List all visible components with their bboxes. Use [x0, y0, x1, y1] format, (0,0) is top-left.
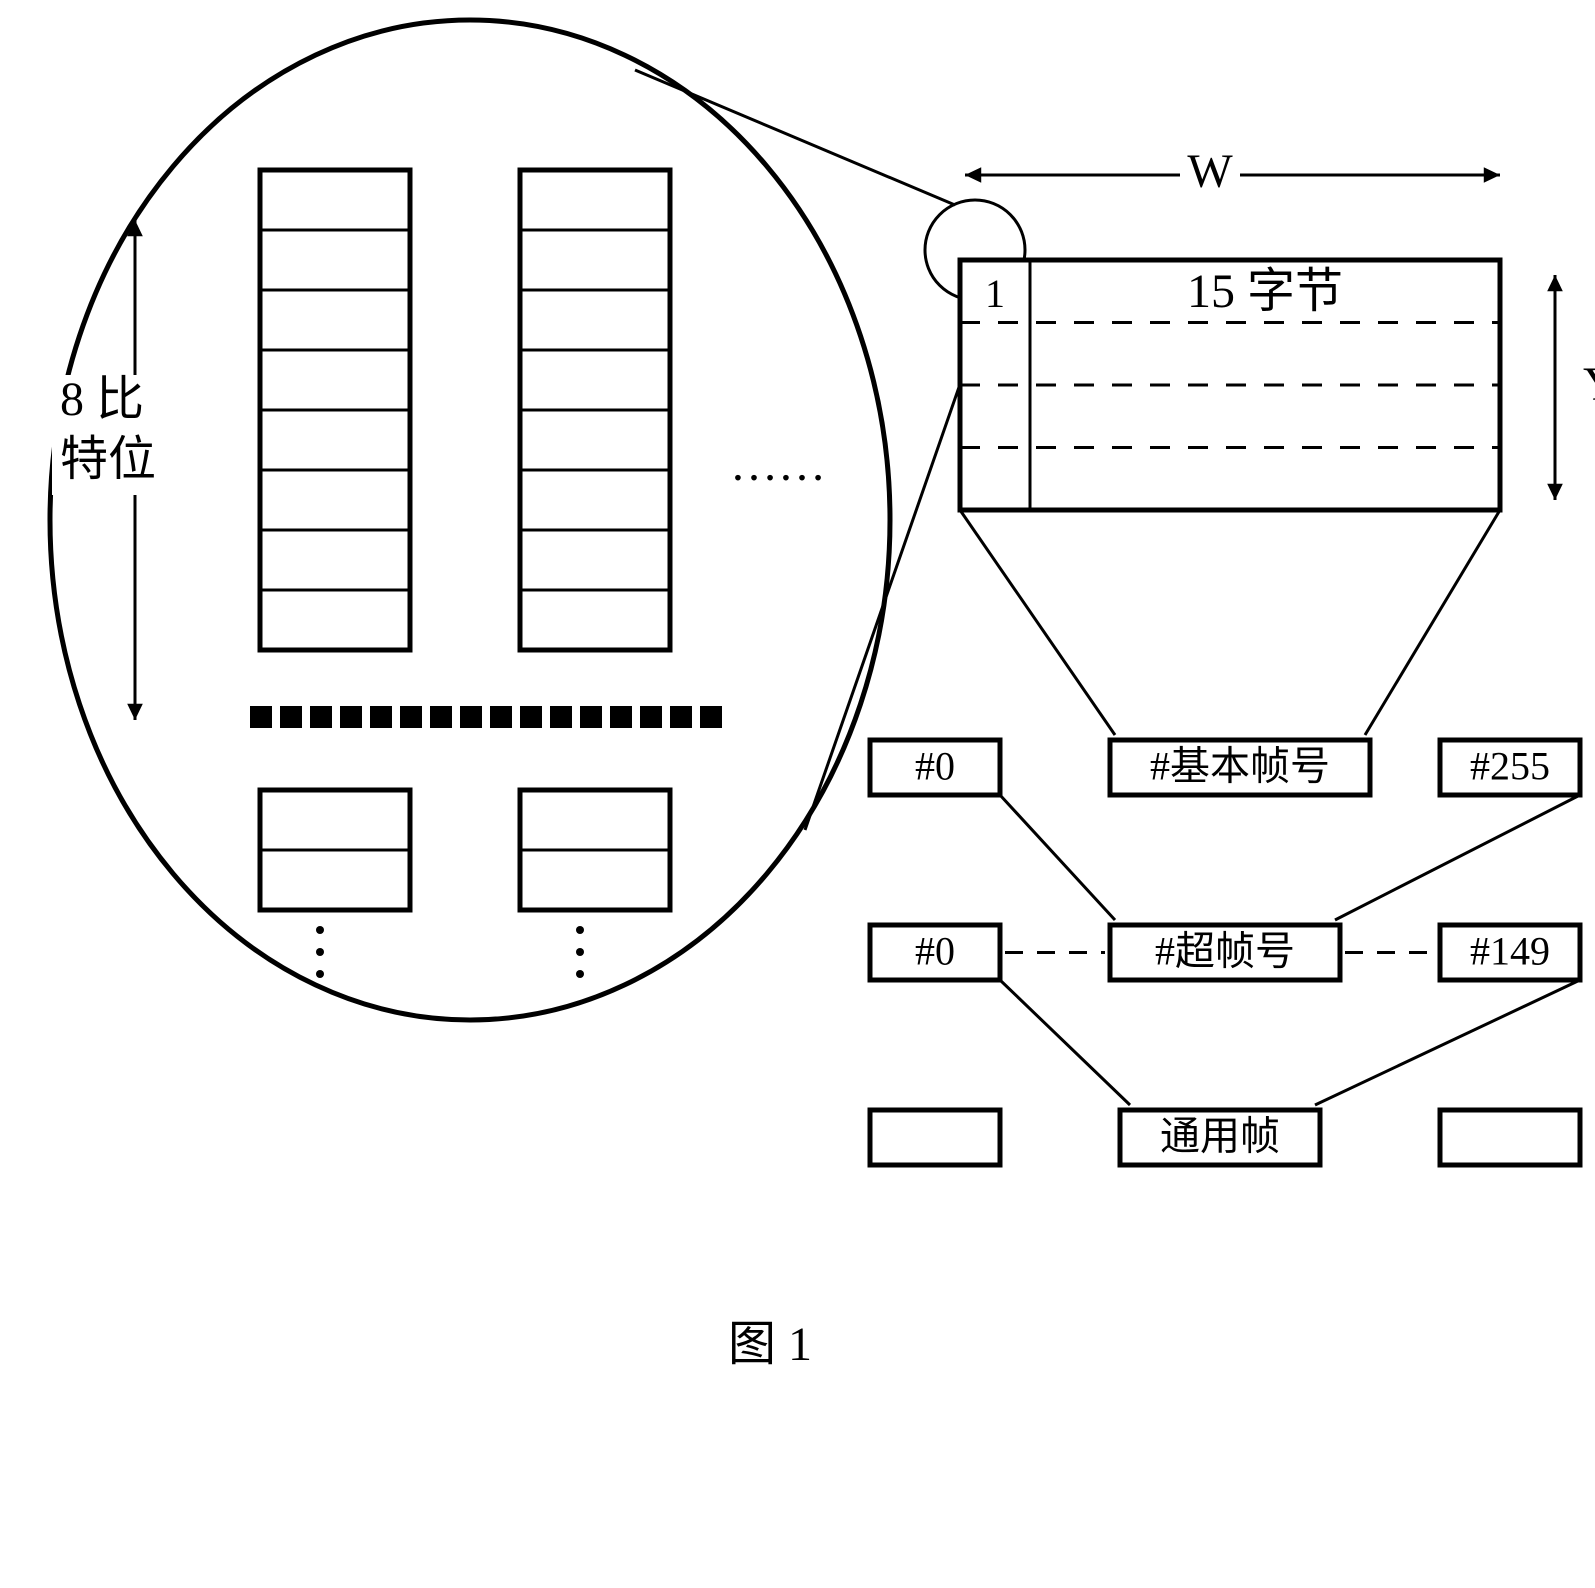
svg-text:#149: #149 [1470, 929, 1550, 974]
svg-text:#超帧号: #超帧号 [1155, 929, 1295, 974]
svg-text:W: W [1187, 145, 1233, 198]
svg-text:#255: #255 [1470, 744, 1550, 789]
svg-text:……: …… [730, 438, 826, 491]
svg-text:#0: #0 [915, 744, 955, 789]
svg-text:Y: Y [1583, 358, 1595, 411]
svg-text:#基本帧号: #基本帧号 [1150, 744, 1330, 789]
figure-caption: 图 1 [728, 1318, 812, 1371]
bits-label-line2: 特位 [60, 433, 156, 486]
svg-text:#0: #0 [915, 929, 955, 974]
bits-label-line1: 8 比 [60, 373, 144, 426]
zoom-ellipse [50, 20, 890, 1020]
svg-text:1: 1 [985, 271, 1005, 316]
svg-text:通用帧: 通用帧 [1160, 1114, 1280, 1159]
svg-text:15 字节: 15 字节 [1187, 265, 1343, 318]
